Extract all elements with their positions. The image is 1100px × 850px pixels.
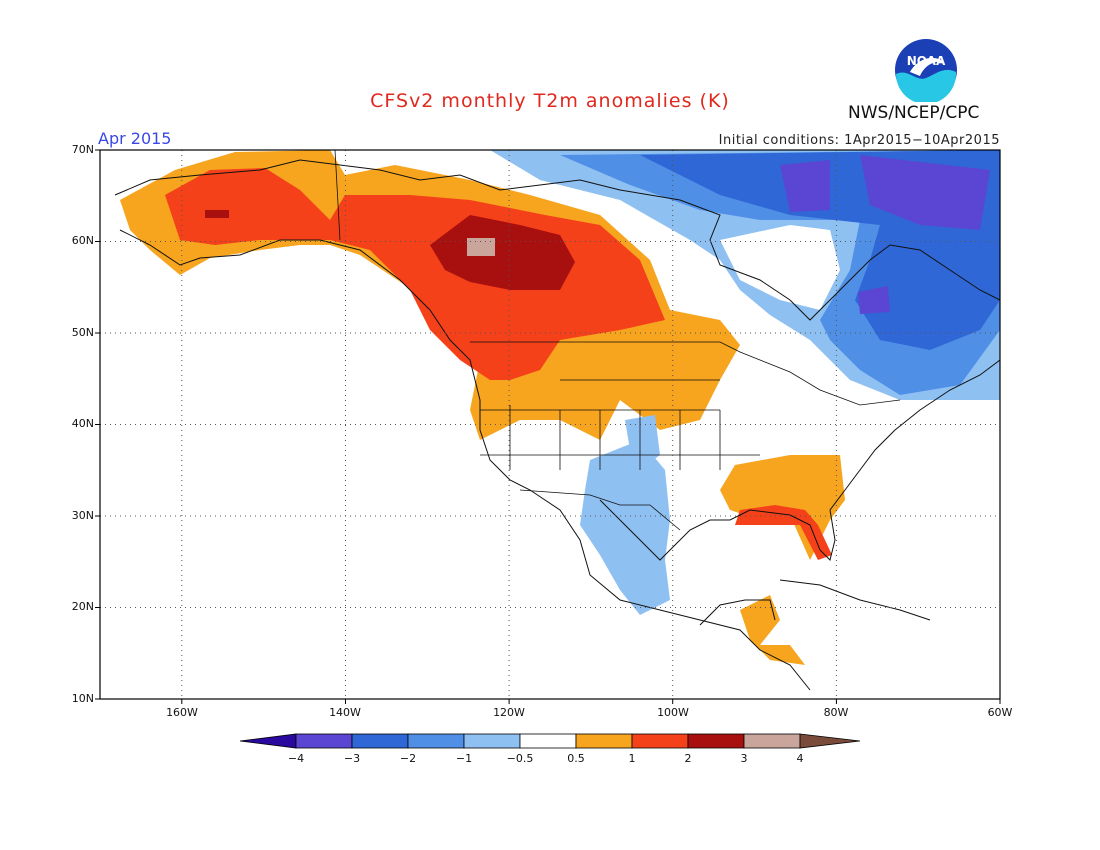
colorbar-label: −2: [399, 752, 417, 765]
lat-tick-label: 20N: [71, 600, 94, 613]
colorbar-swatch: [407, 733, 465, 749]
lon-tick-label: 100W: [657, 706, 689, 719]
borders: [334, 150, 901, 531]
anomaly-negative-3-4-hudson: [780, 160, 830, 212]
lat-tick-label: 50N: [71, 326, 94, 339]
axis-ticks: [95, 149, 1001, 704]
colorbar-swatch-above: [799, 733, 861, 749]
colorbar-label: −0.5: [506, 752, 534, 765]
colorbar-swatch: [575, 733, 633, 749]
colorbar: [239, 733, 861, 749]
anomaly-negative-0.5-1-colorado: [625, 415, 660, 470]
colorbar-swatch: [351, 733, 409, 749]
colorbar-label: −1: [455, 752, 473, 765]
colorbar-swatch: [463, 733, 521, 749]
anomaly-negative-3-4-quebec: [858, 286, 890, 314]
lat-tick-label: 10N: [71, 692, 94, 705]
organization-label: NWS/NCEP/CPC: [848, 103, 980, 123]
colorbar-label: −4: [287, 752, 305, 765]
anomaly-negative-3-4-baffin: [860, 155, 990, 230]
colorbar-swatch: [743, 733, 801, 749]
colorbar-label: 2: [684, 752, 692, 765]
gridlines: [100, 150, 1000, 699]
coastlines: [114, 159, 1000, 691]
colorbar-swatch: [519, 733, 577, 749]
colorbar-swatch: [295, 733, 353, 749]
colorbar-swatch: [687, 733, 745, 749]
lat-tick-label: 70N: [71, 143, 94, 156]
anomaly-positive-2-3-bc: [430, 215, 575, 290]
lat-tick-label: 30N: [71, 509, 94, 522]
lon-tick-label: 120W: [493, 706, 525, 719]
lon-tick-label: 140W: [329, 706, 361, 719]
colorbar-swatch-below: [239, 733, 297, 749]
lon-tick-label: 160W: [166, 706, 198, 719]
colorbar-label: 0.5: [567, 752, 585, 765]
anomaly-positive-2-3-alaska: [205, 210, 229, 218]
anomaly-positive-0.5-1-central-america: [740, 595, 805, 665]
noaa-logo-icon: NOAA: [895, 39, 957, 102]
lon-tick-label: 60W: [987, 706, 1013, 719]
logo-text: NOAA: [907, 54, 946, 68]
anomaly-positive-1-2-florida: [735, 505, 832, 560]
colorbar-label: 1: [628, 752, 636, 765]
anomaly-neutral-hudson: [720, 225, 840, 310]
anomaly-negative-0.5-1-mexico: [580, 440, 670, 615]
lat-tick-label: 40N: [71, 417, 94, 430]
colorbar-label: 4: [796, 752, 804, 765]
chart-title: CFSv2 monthly T2m anomalies (K): [370, 90, 730, 112]
colorbar-label: −3: [343, 752, 361, 765]
anomaly-field: [120, 150, 1000, 665]
anomaly-positive-3-4-bc: [467, 238, 495, 256]
lat-tick-label: 60N: [71, 234, 94, 247]
anomaly-positive-1-2-canada: [165, 168, 665, 380]
initial-conditions-label: Initial conditions: 1Apr2015−10Apr2015: [718, 133, 1000, 148]
colorbar-swatch: [631, 733, 689, 749]
lon-tick-label: 80W: [823, 706, 849, 719]
colorbar-label: 3: [740, 752, 748, 765]
valid-month-label: Apr 2015: [98, 129, 172, 148]
